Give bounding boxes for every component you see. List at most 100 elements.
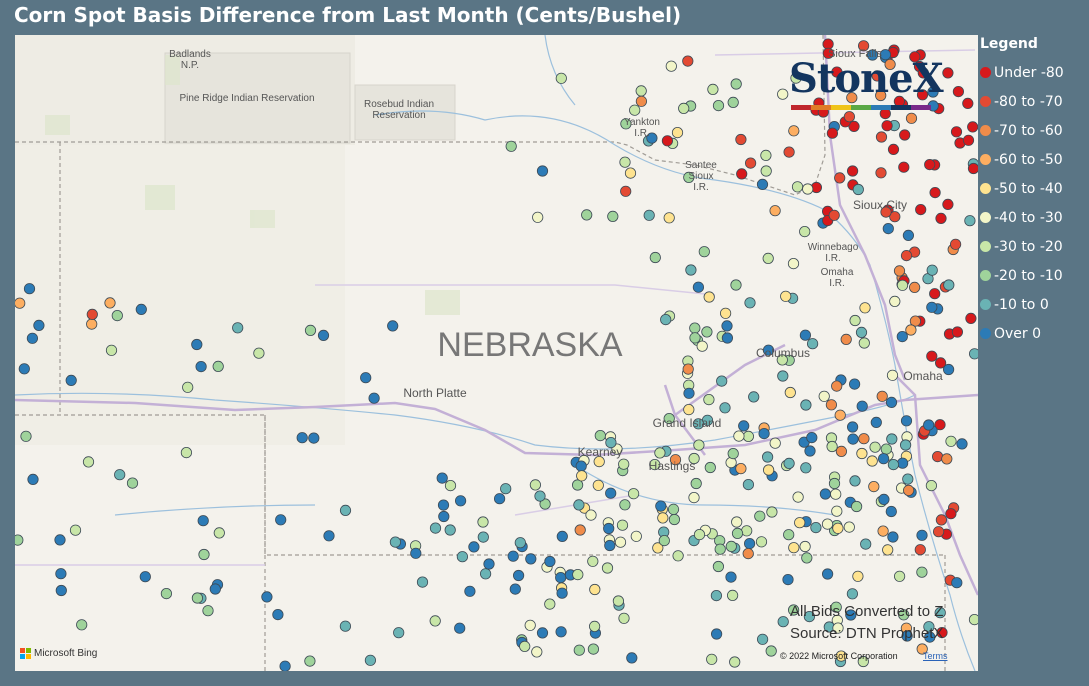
bid-location-marker[interactable] xyxy=(444,524,456,536)
bid-location-marker[interactable] xyxy=(592,479,604,491)
bid-location-marker[interactable] xyxy=(885,396,898,408)
bid-location-marker[interactable] xyxy=(968,614,978,626)
bid-location-marker[interactable] xyxy=(444,479,457,492)
bid-location-marker[interactable] xyxy=(942,198,954,210)
bid-location-marker[interactable] xyxy=(917,67,929,79)
bid-location-marker[interactable] xyxy=(69,524,82,536)
bid-location-marker[interactable] xyxy=(529,479,542,491)
bid-location-marker[interactable] xyxy=(924,631,936,643)
bid-location-marker[interactable] xyxy=(777,88,789,100)
bid-location-marker[interactable] xyxy=(834,409,846,421)
bid-location-marker[interactable] xyxy=(555,571,567,584)
bid-location-marker[interactable] xyxy=(942,67,954,79)
bid-location-marker[interactable] xyxy=(835,445,848,457)
bid-location-marker[interactable] xyxy=(962,134,975,146)
bid-location-marker[interactable] xyxy=(965,312,977,324)
bid-location-marker[interactable] xyxy=(500,483,512,495)
bid-location-marker[interactable] xyxy=(454,622,466,634)
bid-location-marker[interactable] xyxy=(914,544,926,556)
bid-location-marker[interactable] xyxy=(834,172,846,184)
bid-location-marker[interactable] xyxy=(934,419,946,431)
bid-location-marker[interactable] xyxy=(905,324,917,336)
bid-location-marker[interactable] xyxy=(657,512,669,524)
bid-location-marker[interactable] xyxy=(744,297,756,309)
bid-location-marker[interactable] xyxy=(850,500,863,513)
bid-location-marker[interactable] xyxy=(758,427,770,440)
bid-location-marker[interactable] xyxy=(852,570,864,582)
bid-location-marker[interactable] xyxy=(857,655,869,668)
bid-location-marker[interactable] xyxy=(762,252,774,264)
bid-location-marker[interactable] xyxy=(624,167,637,179)
bid-location-marker[interactable] xyxy=(858,337,870,349)
bid-location-marker[interactable] xyxy=(787,604,800,616)
bid-location-marker[interactable] xyxy=(902,229,915,241)
bid-location-marker[interactable] xyxy=(536,627,549,639)
bid-location-marker[interactable] xyxy=(821,568,834,580)
bid-location-marker[interactable] xyxy=(663,212,675,224)
bid-location-marker[interactable] xyxy=(55,568,67,580)
bid-location-marker[interactable] xyxy=(777,616,789,628)
bid-location-marker[interactable] xyxy=(905,112,918,124)
bid-location-marker[interactable] xyxy=(846,421,859,433)
bid-location-marker[interactable] xyxy=(902,484,915,496)
bid-location-marker[interactable] xyxy=(712,100,725,112)
bid-location-marker[interactable] xyxy=(683,171,695,183)
bid-location-marker[interactable] xyxy=(760,165,772,177)
bid-location-marker[interactable] xyxy=(748,391,760,403)
bid-location-marker[interactable] xyxy=(719,402,731,414)
bid-location-marker[interactable] xyxy=(860,538,872,550)
bid-location-marker[interactable] xyxy=(784,386,796,399)
bid-location-marker[interactable] xyxy=(887,531,899,543)
bid-location-marker[interactable] xyxy=(742,430,755,442)
bid-location-marker[interactable] xyxy=(887,458,900,471)
bid-location-marker[interactable] xyxy=(899,129,911,141)
bid-location-marker[interactable] xyxy=(846,92,858,104)
bid-location-marker[interactable] xyxy=(706,653,718,665)
bid-location-marker[interactable] xyxy=(15,297,26,309)
bid-location-marker[interactable] xyxy=(743,537,756,550)
bid-location-marker[interactable] xyxy=(896,457,909,469)
bid-location-marker[interactable] xyxy=(855,326,868,338)
bid-location-marker[interactable] xyxy=(934,607,946,619)
bid-location-marker[interactable] xyxy=(436,472,448,484)
bid-location-marker[interactable] xyxy=(658,534,670,547)
bid-location-marker[interactable] xyxy=(967,121,978,133)
bid-location-marker[interactable] xyxy=(782,573,794,586)
bid-location-marker[interactable] xyxy=(949,238,962,250)
bid-location-marker[interactable] xyxy=(654,447,666,459)
bid-location-marker[interactable] xyxy=(831,380,843,392)
bid-location-marker[interactable] xyxy=(509,583,521,595)
bid-location-marker[interactable] xyxy=(104,297,116,309)
bid-location-marker[interactable] xyxy=(604,539,616,552)
bid-location-marker[interactable] xyxy=(899,439,912,451)
bid-location-marker[interactable] xyxy=(950,126,963,138)
bid-location-marker[interactable] xyxy=(660,313,672,326)
bid-location-marker[interactable] xyxy=(900,415,913,427)
bid-location-marker[interactable] xyxy=(587,555,599,567)
bid-location-marker[interactable] xyxy=(671,127,684,139)
bid-location-marker[interactable] xyxy=(616,519,629,531)
bid-location-marker[interactable] xyxy=(65,374,77,386)
bid-location-marker[interactable] xyxy=(828,209,840,221)
bid-location-marker[interactable] xyxy=(507,550,519,562)
bid-location-marker[interactable] xyxy=(360,372,372,384)
bid-location-marker[interactable] xyxy=(456,551,468,563)
bid-location-marker[interactable] xyxy=(544,555,556,568)
bid-location-marker[interactable] xyxy=(876,390,888,402)
bid-location-marker[interactable] xyxy=(760,149,772,162)
bid-location-marker[interactable] xyxy=(544,598,556,610)
bid-location-marker[interactable] xyxy=(840,333,852,345)
bid-location-marker[interactable] xyxy=(26,332,38,344)
bid-location-marker[interactable] xyxy=(843,521,855,533)
bid-location-marker[interactable] xyxy=(769,437,781,449)
bid-location-marker[interactable] xyxy=(830,601,842,613)
bid-location-marker[interactable] xyxy=(514,537,526,549)
bid-location-marker[interactable] xyxy=(832,522,844,534)
bid-location-marker[interactable] xyxy=(477,516,489,528)
bid-location-marker[interactable] xyxy=(682,363,694,375)
bid-location-marker[interactable] xyxy=(962,97,974,110)
bid-location-marker[interactable] xyxy=(429,522,442,534)
bid-location-marker[interactable] xyxy=(727,447,739,460)
bid-location-marker[interactable] xyxy=(835,650,847,662)
bid-location-marker[interactable] xyxy=(902,473,914,485)
